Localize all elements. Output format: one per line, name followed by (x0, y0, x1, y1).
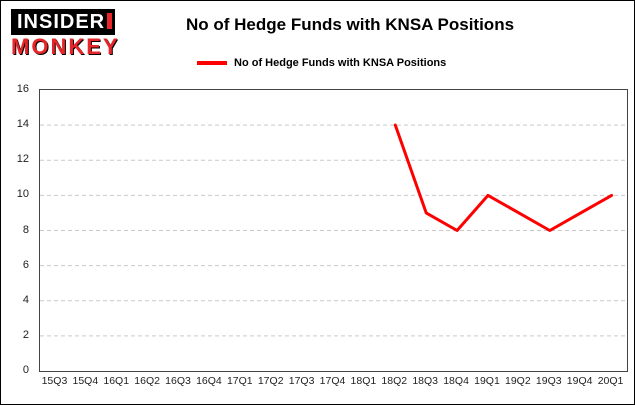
legend: No of Hedge Funds with KNSA Positions (197, 57, 446, 69)
logo-insider-text: INSIDER (11, 9, 116, 35)
x-tick-label: 15Q4 (72, 375, 99, 387)
y-tick-label: 12 (16, 153, 29, 166)
x-axis-tick-labels: 15Q3 15Q4 16Q1 16Q2 16Q3 16Q4 17Q1 17Q2 17Q3 17Q4… (39, 375, 628, 391)
x-tick-label: 17Q2 (257, 375, 284, 387)
chart-title: No of Hedge Funds with KNSA Positions (186, 15, 515, 34)
y-tick-label: 6 (22, 258, 29, 271)
x-tick-label: 18Q1 (350, 375, 377, 387)
series-line (393, 123, 614, 232)
x-tick-label: 17Q4 (319, 375, 346, 387)
y-tick-label: 4 (22, 293, 29, 306)
y-tick-label: 14 (16, 118, 29, 131)
y-tick-label: 10 (16, 188, 29, 201)
insider-monkey-logo: INSIDER MONKEY (11, 9, 171, 59)
x-tick-label: 18Q4 (443, 375, 469, 387)
x-tick-label: 18Q3 (412, 375, 439, 387)
logo-monkey-text: MONKEY (11, 34, 120, 59)
legend-label: No of Hedge Funds with KNSA Positions (234, 57, 447, 69)
x-tick-label: 17Q3 (288, 375, 315, 387)
x-tick-label: 15Q3 (41, 375, 68, 387)
x-tick-label: 16Q2 (134, 375, 160, 387)
x-tick-label: 16Q3 (165, 375, 191, 387)
x-tick-label: 17Q1 (226, 375, 253, 387)
y-tick-label: 8 (22, 223, 29, 236)
legend-line-swatch (197, 61, 227, 65)
x-tick-label: 16Q4 (196, 375, 222, 387)
x-tick-label: 16Q1 (103, 375, 130, 387)
x-tick-label: 19Q1 (474, 375, 500, 387)
y-tick-label: 2 (22, 328, 29, 341)
y-axis-tick-labels: 0 2 4 6 8 10 12 14 16 (1, 83, 35, 376)
y-tick-label: 16 (16, 83, 29, 95)
plot-area (39, 89, 628, 372)
x-tick-label: 19Q3 (535, 375, 562, 387)
x-tick-label: 20Q1 (597, 375, 624, 387)
x-tick-label: 19Q2 (505, 375, 531, 387)
y-tick-label: 0 (22, 364, 29, 376)
x-tick-label: 18Q2 (381, 375, 408, 387)
line-chart-svg (40, 123, 627, 337)
x-tick-label: 19Q4 (566, 375, 593, 387)
